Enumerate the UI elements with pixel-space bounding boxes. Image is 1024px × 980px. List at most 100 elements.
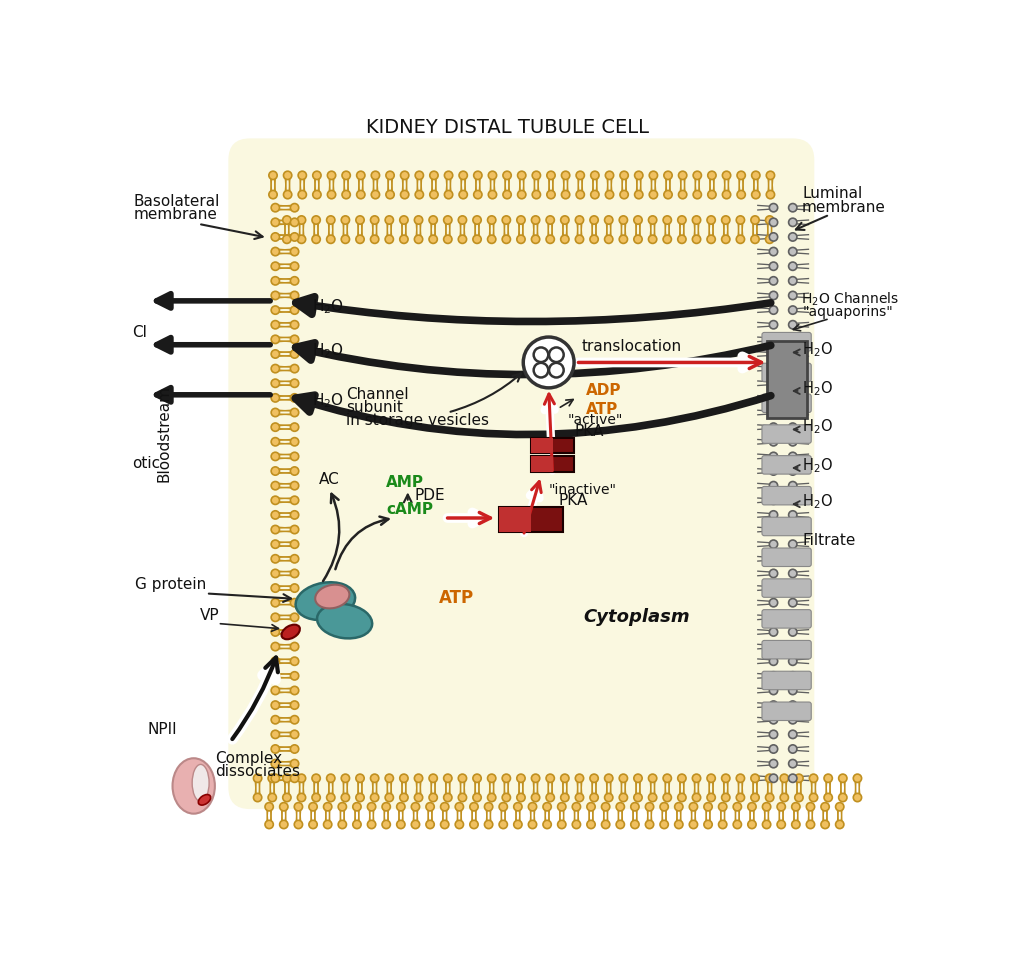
Circle shape [788,335,797,344]
Circle shape [824,774,833,782]
Circle shape [440,820,449,829]
Text: membrane: membrane [802,200,886,215]
Circle shape [488,172,497,179]
Circle shape [769,628,777,636]
Text: translocation: translocation [582,339,682,354]
Circle shape [271,496,280,505]
Circle shape [575,794,584,802]
Circle shape [430,190,438,199]
Circle shape [385,774,393,782]
Circle shape [517,190,526,199]
Circle shape [620,216,628,224]
Circle shape [788,452,797,461]
Circle shape [769,657,777,665]
Circle shape [523,337,574,388]
Circle shape [271,540,280,549]
Circle shape [271,525,280,534]
Circle shape [769,569,777,577]
Circle shape [692,794,700,802]
Circle shape [459,190,467,199]
Circle shape [604,774,613,782]
Circle shape [788,394,797,402]
Circle shape [788,481,797,490]
Circle shape [271,306,280,315]
Circle shape [769,438,777,446]
Circle shape [769,204,777,212]
Bar [531,438,574,454]
Circle shape [634,774,642,782]
Circle shape [561,216,569,224]
Circle shape [514,820,522,829]
Circle shape [788,438,797,446]
Circle shape [291,628,299,636]
Circle shape [736,235,744,243]
Text: dissociates: dissociates [215,764,300,779]
Circle shape [561,794,569,802]
Circle shape [766,235,774,243]
Circle shape [396,820,404,829]
Circle shape [291,715,299,724]
Circle shape [271,219,280,226]
Circle shape [707,774,716,782]
Bar [767,341,807,417]
Circle shape [291,686,299,695]
Circle shape [327,774,335,782]
Circle shape [788,511,797,519]
Circle shape [271,423,280,431]
Circle shape [396,803,404,810]
Circle shape [474,172,482,179]
Circle shape [645,803,653,810]
Circle shape [763,803,771,810]
Circle shape [601,820,610,829]
Text: membrane: membrane [134,207,217,222]
Circle shape [412,803,420,810]
Circle shape [291,745,299,754]
Text: "active": "active" [568,413,624,427]
Circle shape [271,715,280,724]
Text: "aquaporins": "aquaporins" [803,305,894,319]
Circle shape [649,190,657,199]
Circle shape [780,774,788,782]
Circle shape [752,172,760,179]
Circle shape [385,794,393,802]
Circle shape [532,190,541,199]
Text: H$_2$O: H$_2$O [312,298,344,317]
Circle shape [788,774,797,782]
Circle shape [271,745,280,754]
Circle shape [291,379,299,387]
Circle shape [587,820,595,829]
Circle shape [371,774,379,782]
Circle shape [415,235,423,243]
Circle shape [722,172,731,179]
Circle shape [291,730,299,739]
Circle shape [440,803,449,810]
Circle shape [769,525,777,534]
Circle shape [769,774,777,782]
Circle shape [385,235,393,243]
Circle shape [769,276,777,285]
Ellipse shape [199,795,211,806]
Ellipse shape [282,624,300,639]
Circle shape [769,320,777,329]
Text: VP: VP [200,608,219,622]
Circle shape [788,219,797,226]
Circle shape [429,235,437,243]
Circle shape [265,803,273,810]
Circle shape [534,348,548,362]
Circle shape [368,803,376,810]
Circle shape [517,216,525,224]
Circle shape [430,172,438,179]
Circle shape [853,774,861,782]
Circle shape [368,820,376,829]
Circle shape [577,172,585,179]
Circle shape [605,172,613,179]
Circle shape [353,820,361,829]
Circle shape [399,774,409,782]
Circle shape [291,306,299,315]
Circle shape [769,365,777,372]
Circle shape [291,247,299,256]
Circle shape [809,774,818,782]
Text: NPII: NPII [147,721,177,737]
Circle shape [502,774,511,782]
Circle shape [268,794,276,802]
